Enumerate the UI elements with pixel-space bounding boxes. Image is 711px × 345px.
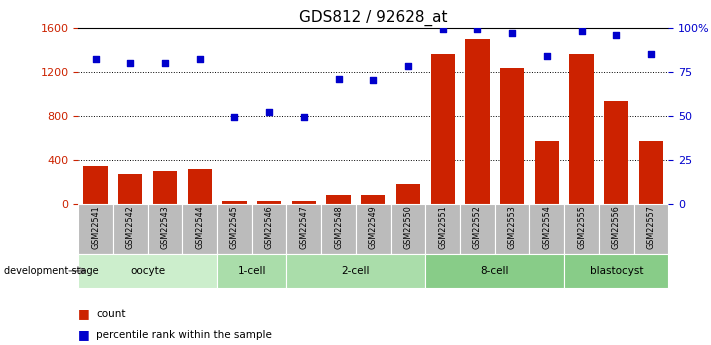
Text: count: count: [96, 309, 125, 319]
Bar: [396, 184, 420, 204]
Text: blastocyst: blastocyst: [589, 266, 643, 276]
Text: oocyte: oocyte: [130, 266, 165, 276]
Point: [159, 60, 171, 66]
Bar: [252, 204, 287, 254]
Text: GSM22550: GSM22550: [403, 205, 412, 249]
Text: GSM22541: GSM22541: [91, 205, 100, 249]
Bar: [425, 204, 460, 254]
Text: 2-cell: 2-cell: [342, 266, 370, 276]
Point: [229, 115, 240, 120]
Bar: [570, 54, 594, 204]
Bar: [495, 204, 530, 254]
Bar: [188, 169, 212, 204]
Bar: [118, 174, 142, 204]
Point: [333, 76, 344, 81]
Text: ■: ■: [78, 328, 90, 341]
Bar: [500, 68, 524, 204]
Point: [264, 109, 275, 115]
Bar: [217, 204, 252, 254]
Bar: [153, 170, 177, 204]
Bar: [292, 201, 316, 204]
Point: [124, 60, 136, 66]
Bar: [425, 254, 565, 288]
Bar: [287, 204, 321, 254]
Bar: [113, 204, 148, 254]
Text: GSM22545: GSM22545: [230, 205, 239, 249]
Bar: [287, 254, 425, 288]
Bar: [78, 254, 217, 288]
Text: GSM22548: GSM22548: [334, 205, 343, 249]
Bar: [148, 204, 182, 254]
Bar: [217, 254, 287, 288]
Bar: [431, 54, 455, 204]
Text: GSM22552: GSM22552: [473, 205, 482, 249]
Bar: [604, 101, 629, 204]
Text: GSM22546: GSM22546: [264, 205, 274, 249]
Text: development stage: development stage: [4, 266, 98, 276]
Bar: [634, 204, 668, 254]
Text: GSM22555: GSM22555: [577, 205, 586, 249]
Point: [194, 57, 205, 62]
Point: [611, 32, 622, 37]
Point: [402, 63, 414, 69]
Point: [298, 115, 309, 120]
Text: GSM22556: GSM22556: [611, 205, 621, 249]
Text: 1-cell: 1-cell: [237, 266, 266, 276]
Point: [506, 30, 518, 36]
Text: GSM22549: GSM22549: [369, 205, 378, 249]
Text: GSM22554: GSM22554: [542, 205, 551, 249]
Bar: [321, 204, 356, 254]
Text: GSM22543: GSM22543: [161, 205, 169, 249]
Bar: [530, 204, 565, 254]
Bar: [535, 141, 559, 204]
Text: GSM22547: GSM22547: [299, 205, 309, 249]
Bar: [465, 39, 490, 204]
Point: [90, 57, 101, 62]
Point: [471, 27, 483, 32]
Bar: [223, 201, 247, 204]
Bar: [257, 201, 282, 204]
Bar: [78, 204, 113, 254]
Text: ■: ■: [78, 307, 90, 321]
Bar: [565, 204, 599, 254]
Bar: [638, 141, 663, 204]
Text: 8-cell: 8-cell: [481, 266, 509, 276]
Text: GSM22551: GSM22551: [438, 205, 447, 249]
Bar: [599, 204, 634, 254]
Bar: [83, 166, 108, 204]
Bar: [460, 204, 495, 254]
Point: [541, 53, 552, 59]
Text: GSM22544: GSM22544: [196, 205, 204, 249]
Point: [576, 28, 587, 34]
Text: GSM22557: GSM22557: [646, 205, 656, 249]
Text: GSM22553: GSM22553: [508, 205, 517, 249]
Text: percentile rank within the sample: percentile rank within the sample: [96, 330, 272, 339]
Bar: [565, 254, 668, 288]
Bar: [390, 204, 425, 254]
Point: [646, 51, 657, 57]
Title: GDS812 / 92628_at: GDS812 / 92628_at: [299, 10, 447, 26]
Bar: [356, 204, 390, 254]
Bar: [182, 204, 217, 254]
Bar: [326, 195, 351, 204]
Bar: [361, 195, 385, 204]
Point: [437, 27, 449, 32]
Text: GSM22542: GSM22542: [126, 205, 135, 249]
Point: [368, 78, 379, 83]
